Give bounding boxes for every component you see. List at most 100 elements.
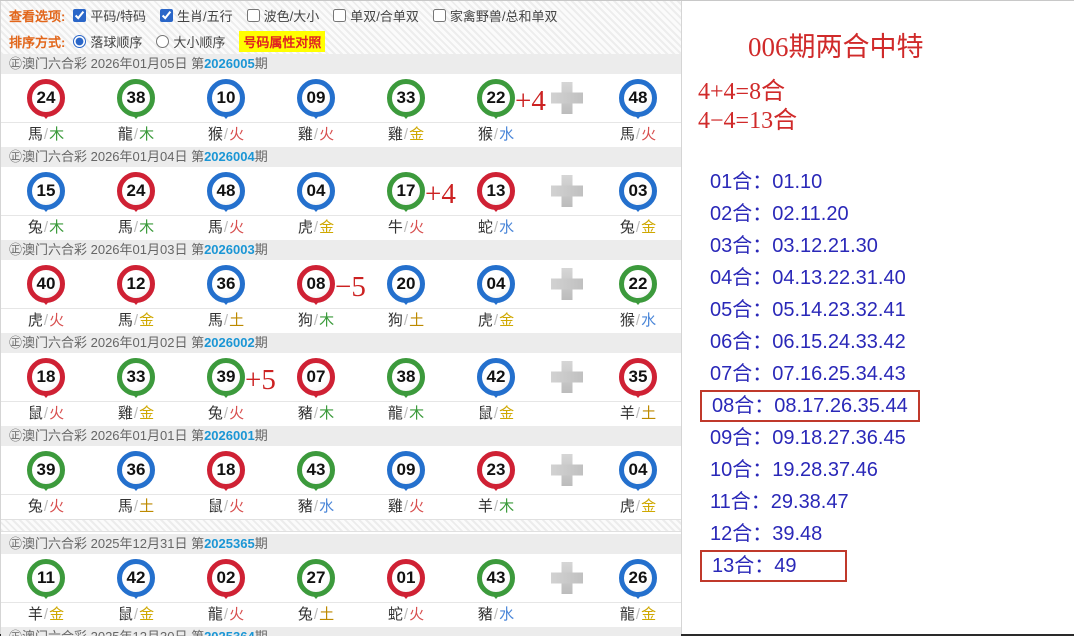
zodiac-char: 馬 [117,498,133,515]
element-char: 火 [229,126,245,143]
period-block: ㊣澳门六合彩 2026年01月05日 第2026005期 24 38 10 09 33 22… [1,54,681,144]
checkbox-input[interactable] [159,9,173,22]
lottery-ball: 48 [619,79,657,117]
zodiac-element-label: 牛/火 [361,216,451,237]
zodiac-char: 猴 [207,126,223,143]
zodiac-element-label: 馬/火 [181,216,271,237]
zodiac-char: 馬 [207,312,223,329]
sort-option-radio-0[interactable]: 落球顺序 [73,32,142,51]
zodiac-element-label: 豬/水 [451,603,541,624]
balls-row: 18 33 39 +5 07 38 42 35 [1,353,681,401]
combo-text: 12合：39.48 [710,523,823,545]
options-bar: 查看选项: 平码/特码 生肖/五行 波色/大小 单双/合单双 家禽野兽/总和单双 排序方… [1,1,681,54]
element-char: 木 [409,405,425,422]
special-ball-cell: 48 [593,79,683,117]
combo-row: 13合：49 [700,550,1074,582]
plus-icon [551,454,583,486]
ball-cell: 33 [361,79,451,117]
period-issue-number: 2025365 [204,536,255,551]
checkbox-input[interactable] [73,9,87,22]
element-char: 金 [139,606,155,623]
period-issue-number: 2026002 [204,335,255,350]
labels-row: 羊/金 鼠/金 龍/火 兔/土 蛇/火 豬/水 龍/金 [1,602,681,624]
element-char: 火 [49,405,65,422]
slash-separator: / [493,606,499,623]
zodiac-element-label: 馬/火 [593,123,683,144]
lottery-ball: 12 [117,265,155,303]
element-char: 土 [319,606,335,623]
zodiac-element-label: 羊/木 [451,495,541,516]
ball-cell: 22 +4 [451,79,546,117]
element-char: 木 [319,312,335,329]
view-option-checkbox-3[interactable]: 单双/合单双 [333,6,419,25]
period-header: ㊣澳门六合彩 2026年01月01日 第2026001期 [1,426,681,446]
period-issue-number: 2025364 [204,629,255,636]
view-option-checkbox-1[interactable]: 生肖/五行 [159,6,233,25]
slash-separator: / [635,498,641,515]
analysis-title: 006期两合中特 [748,32,924,62]
slash-separator: / [313,219,319,236]
slash-separator: / [313,126,319,143]
offset-annotation: +4 [515,85,546,117]
slash-separator: / [403,606,409,623]
view-option-checkbox-4[interactable]: 家禽野兽/总和单双 [432,6,557,25]
ball-cell: 09 [361,451,451,489]
view-option-checkbox-2[interactable]: 波色/大小 [246,6,319,25]
period-block: ㊣澳门六合彩 2026年01月01日 第2026001期 39 36 18 43 09 23… [1,426,681,516]
zodiac-char: 狗 [387,312,403,329]
zodiac-element-label: 馬/土 [181,309,271,330]
zodiac-char: 豬 [297,498,313,515]
combo-text: 09合：09.18.27.36.45 [710,427,906,449]
ball-cell: 39 [1,451,91,489]
element-char: 火 [409,606,425,623]
lottery-ball: 33 [117,358,155,396]
number-attribute-compare-button[interactable]: 号码属性对照 [239,31,326,52]
formula-line-1: 4+4=8合 [698,79,786,105]
zodiac-char: 馬 [27,126,43,143]
period-source-date: ㊣澳门六合彩 2026年01月01日 第 [9,428,205,443]
zodiac-char: 雞 [297,126,313,143]
checkbox-input[interactable] [432,9,446,22]
period-issue-number: 2026004 [204,149,255,164]
ball-cell: 42 [451,358,541,396]
plus-icon [551,175,583,207]
period-issue-number: 2026005 [204,56,255,71]
period-header: ㊣澳门六合彩 2026年01月05日 第2026005期 [1,54,681,74]
special-ball-cell: 26 [593,559,683,597]
zodiac-char: 龍 [387,405,403,422]
period-issue-suffix: 期 [254,335,268,350]
element-char: 火 [319,126,335,143]
zodiac-char: 兔 [27,219,43,236]
period-source-date: ㊣澳门六合彩 2025年12月30日 第 [9,629,204,636]
element-char: 土 [139,498,155,515]
element-char: 木 [49,219,65,236]
plus-cell [541,268,593,300]
slash-separator: / [43,405,49,422]
radio-input[interactable] [73,35,87,48]
element-char: 水 [499,606,515,623]
lottery-ball: 09 [387,451,425,489]
radio-input[interactable] [156,35,170,48]
slash-separator: / [43,312,49,329]
element-char: 金 [499,312,515,329]
checkbox-input[interactable] [246,9,260,22]
ball-cell: 18 [181,451,271,489]
labels-row: 鼠/火 雞/金 兔/火 豬/木 龍/木 鼠/金 羊/土 [1,401,681,423]
lottery-ball: 03 [619,172,657,210]
labels-row: 馬/木 龍/木 猴/火 雞/火 雞/金 猴/水 馬/火 [1,122,681,144]
zodiac-element-label: 馬/木 [91,216,181,237]
view-option-checkbox-0[interactable]: 平码/特码 [73,6,146,25]
ball-cell: 24 [91,172,181,210]
slash-separator: / [403,498,409,515]
lottery-ball: 13 [477,172,515,210]
plus-cell [541,361,593,393]
sort-option-radio-1[interactable]: 大小顺序 [156,32,225,51]
zodiac-element-label: 兔/土 [271,603,361,624]
combo-row: 06合：06.15.24.33.42 [710,326,1074,358]
ball-cell: 09 [271,79,361,117]
element-char: 土 [409,312,425,329]
lottery-ball: 40 [27,265,65,303]
balls-row: 15 24 48 04 17 +4 13 03 [1,167,681,215]
checkbox-input[interactable] [333,9,347,22]
element-char: 金 [641,606,657,623]
